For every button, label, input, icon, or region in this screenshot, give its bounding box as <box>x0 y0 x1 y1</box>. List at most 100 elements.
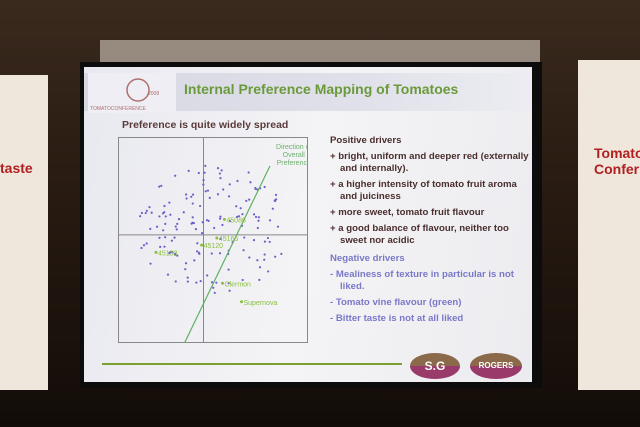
consumer-point <box>215 281 218 284</box>
consumer-point <box>274 193 278 196</box>
consumer-point <box>263 240 267 243</box>
consumer-point <box>205 219 209 222</box>
product-label: 45165 <box>219 236 239 243</box>
consumer-point <box>163 245 166 248</box>
consumer-point <box>194 228 198 231</box>
consumer-point <box>227 268 230 271</box>
arrow-label: Direction of Overall Preference <box>276 144 308 167</box>
consumer-point <box>276 225 280 228</box>
consumer-point <box>173 236 176 239</box>
consumer-point <box>228 183 231 186</box>
consumer-point <box>266 236 270 240</box>
consumer-point <box>204 164 207 167</box>
consumer-point <box>185 197 188 200</box>
consumer-point <box>221 223 224 227</box>
positive-item: + more sweet, tomato fruit flavour <box>330 207 485 218</box>
consumer-point <box>213 291 216 294</box>
consumer-point <box>212 286 215 289</box>
consumer-point <box>140 246 143 250</box>
consumer-point <box>145 209 148 212</box>
projector-rail <box>100 40 540 64</box>
product-label: 45120 <box>204 243 224 250</box>
positive-item: + a higher intensity of tomato fruit aro… <box>330 179 517 202</box>
consumer-point <box>191 221 194 224</box>
product-label: 45133 <box>158 250 178 257</box>
consumer-point <box>186 276 189 279</box>
rogers-logo: ROGERS <box>470 353 522 379</box>
consumer-point <box>197 171 200 175</box>
consumer-point <box>210 252 213 255</box>
consumer-point <box>140 211 144 215</box>
consumer-point <box>263 253 266 256</box>
consumer-point <box>149 262 152 265</box>
consumer-point <box>139 215 142 218</box>
consumer-point <box>199 279 202 283</box>
consumer-point <box>236 179 239 183</box>
consumer-point <box>160 184 163 187</box>
consumer-point <box>155 225 159 228</box>
consumer-point <box>190 195 193 198</box>
consumer-point <box>184 262 188 265</box>
consumer-point <box>208 196 211 199</box>
sg-logo: S.G <box>410 353 460 379</box>
negative-heading: Negative drivers <box>330 253 405 264</box>
consumer-point <box>170 239 173 242</box>
negative-item: - Tomato vine flavour (green) <box>330 297 462 308</box>
consumer-point <box>247 171 250 174</box>
consumer-point <box>218 252 222 255</box>
consumer-point <box>182 211 185 214</box>
consumer-point <box>166 273 170 276</box>
consumer-point <box>173 252 176 255</box>
consumer-point <box>149 227 152 230</box>
consumer-point <box>258 266 262 269</box>
drivers-list: Positive drivers + bright, uniform and d… <box>330 135 530 329</box>
plot-frame <box>118 137 308 343</box>
preference-map: Direction of Overall Preference45086451654… <box>118 137 308 343</box>
consumer-point <box>195 250 199 253</box>
negative-item: - Mealiness of texture in particular is … <box>330 269 514 292</box>
consumer-point <box>219 215 222 218</box>
consumer-point <box>239 207 242 210</box>
consumer-point <box>227 282 230 285</box>
product-point <box>222 217 226 221</box>
consumer-point <box>227 195 231 198</box>
consumer-point <box>256 259 259 262</box>
consumer-point <box>228 289 231 292</box>
consumer-point <box>274 255 277 258</box>
consumer-point <box>263 258 266 261</box>
product-point <box>154 250 158 254</box>
consumer-point <box>164 236 167 239</box>
left-banner: taste <box>0 75 48 390</box>
consumer-point <box>158 185 161 188</box>
svg-text:2008: 2008 <box>148 91 159 97</box>
consumer-point <box>168 252 171 255</box>
consumer-point <box>263 185 266 189</box>
consumer-point <box>158 236 161 239</box>
consumer-point <box>218 217 222 220</box>
conference-logo: 2008 TOMATOCONFERENCE <box>88 73 176 113</box>
product-label: Supernova <box>244 300 278 307</box>
consumer-point <box>220 169 223 172</box>
consumer-point <box>191 193 195 196</box>
consumer-point <box>213 226 216 230</box>
consumer-point <box>254 187 257 191</box>
product-label: 45086 <box>226 217 246 224</box>
consumer-point <box>207 219 210 222</box>
positive-item: + bright, uniform and deeper red (extern… <box>330 151 529 174</box>
consumer-point <box>159 245 162 248</box>
consumer-point <box>176 254 179 257</box>
consumer-point <box>218 172 222 175</box>
consumer-point <box>271 207 274 210</box>
consumer-point <box>184 193 188 196</box>
consumer-point <box>158 215 161 218</box>
consumer-point <box>248 198 251 201</box>
consumer-point <box>257 216 260 219</box>
consumer-point <box>210 281 214 284</box>
consumer-point <box>228 220 232 223</box>
consumer-point <box>243 236 246 239</box>
consumer-point <box>216 193 220 196</box>
consumer-point <box>254 215 258 219</box>
consumer-point <box>174 225 177 228</box>
consumer-point <box>201 221 204 224</box>
consumer-point <box>198 252 201 255</box>
